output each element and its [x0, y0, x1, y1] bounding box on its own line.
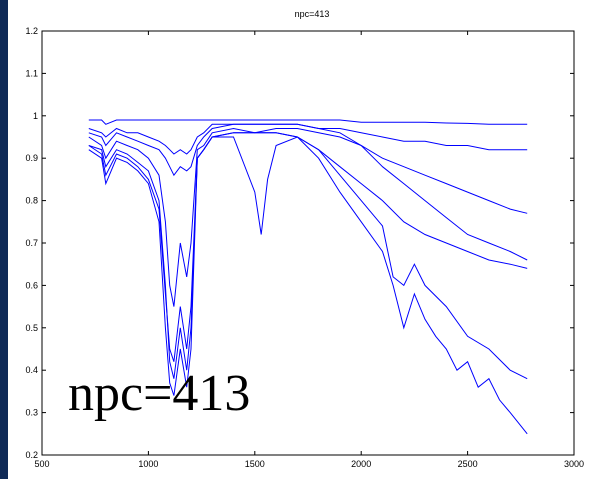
- y-tick-label: 1: [33, 111, 38, 121]
- series-line-2: [88, 123, 528, 177]
- slide-frame-left-edge: [0, 0, 8, 479]
- y-tick-label: 0.7: [25, 238, 38, 248]
- x-tick-label: 2500: [458, 459, 478, 469]
- series-line-4: [88, 136, 528, 379]
- y-tick-label: 0.6: [25, 280, 38, 290]
- series-line-6: [88, 132, 528, 380]
- series-lines: [88, 119, 528, 435]
- y-tick-label: 0.5: [25, 323, 38, 333]
- x-tick-label: 500: [34, 459, 49, 469]
- series-line-1: [88, 119, 528, 125]
- y-tick-label: 0.9: [25, 153, 38, 163]
- y-tick-label: 1.1: [25, 68, 38, 78]
- y-tick-label: 0.3: [25, 408, 38, 418]
- x-tick-label: 1000: [138, 459, 158, 469]
- y-tick-label: 0.4: [25, 365, 38, 375]
- x-tick-label: 2000: [351, 459, 371, 469]
- series-line-7: [88, 123, 528, 261]
- chart-title: npc=413: [295, 9, 330, 19]
- x-axis-ticks: 500 1000 1500 2000 2500 3000: [34, 31, 584, 469]
- y-tick-label: 0.2: [25, 450, 38, 460]
- series-line-3: [88, 127, 528, 307]
- npc-overlay-label: npc=413: [68, 365, 251, 422]
- y-axis-ticks: 0.2 0.3 0.4 0.5 0.6 0.7 0.8 0.9 1 1.1 1.2: [25, 26, 574, 460]
- x-tick-label: 3000: [564, 459, 584, 469]
- x-tick-label: 1500: [245, 459, 265, 469]
- y-tick-label: 1.2: [25, 26, 38, 36]
- y-tick-label: 0.8: [25, 196, 38, 206]
